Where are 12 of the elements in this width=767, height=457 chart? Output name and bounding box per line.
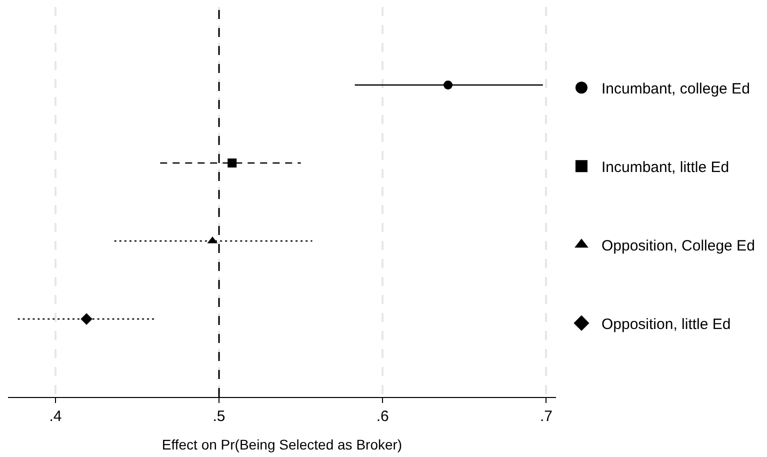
- legend-label: Opposition, little Ed: [601, 316, 731, 333]
- legend-label: Opposition, College Ed: [601, 237, 755, 254]
- legend-label: Incumbant, college Ed: [601, 80, 750, 98]
- x-tick-label: .6: [376, 408, 389, 425]
- x-tick-label: .5: [212, 408, 226, 425]
- point: [80, 313, 92, 325]
- legend-label: Incumbant, little Ed: [601, 158, 730, 176]
- x-tick-label: .4: [49, 408, 62, 425]
- point: [444, 80, 453, 90]
- x-axis-title: Effect on Pr(Being Selected as Broker): [162, 436, 402, 452]
- point: [228, 158, 237, 168]
- x-tick-label: .7: [540, 408, 552, 425]
